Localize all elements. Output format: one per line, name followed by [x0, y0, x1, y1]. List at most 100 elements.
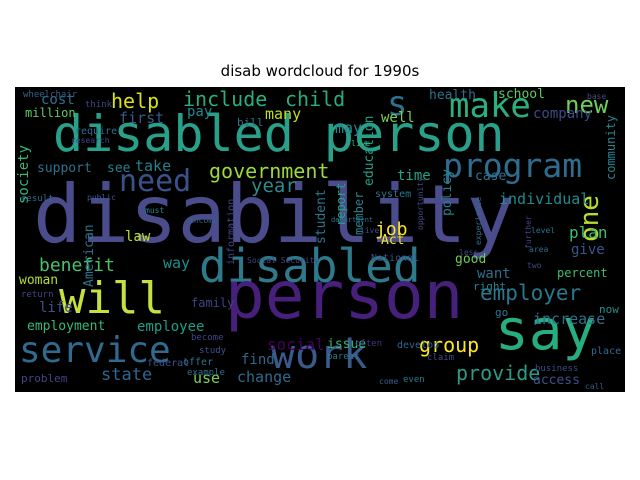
word-many: many — [265, 105, 302, 123]
word-provide: provide — [456, 361, 541, 385]
word-employer: employer — [480, 281, 582, 305]
word-income: income — [189, 216, 218, 225]
figure-title: disab wordcloud for 1990s — [220, 62, 420, 80]
word-say: say — [495, 298, 597, 363]
word-include: include — [183, 87, 268, 111]
word-year: year — [251, 175, 297, 197]
word-must: must — [145, 206, 165, 215]
word-give: give — [571, 242, 605, 258]
word-example: example — [187, 368, 225, 378]
word-life: life — [39, 300, 73, 316]
word-disability: disability — [33, 168, 515, 261]
word-school: school — [498, 87, 545, 102]
word-department: department — [331, 216, 374, 224]
word-often: often — [355, 339, 383, 349]
word-job: job — [375, 219, 408, 240]
word-come: come — [379, 377, 399, 386]
word-see: see — [107, 161, 131, 176]
word-community: community — [604, 114, 618, 180]
word-may: may — [335, 119, 363, 137]
word-case: case — [475, 169, 507, 184]
word-benefit: benefit — [39, 255, 115, 276]
word-base: base — [587, 92, 607, 101]
word-woman: woman — [19, 273, 59, 288]
word-live2: live — [351, 139, 371, 148]
word-group: group — [419, 333, 480, 357]
word-business: business — [535, 364, 579, 374]
word-study: study — [199, 346, 227, 356]
word-live: live — [360, 226, 380, 235]
word-call: call — [585, 382, 605, 391]
word-way: way — [163, 254, 191, 272]
word-service: service — [19, 330, 171, 371]
word-system: system — [375, 189, 412, 200]
word-student: student — [314, 188, 329, 244]
word-use: use — [193, 369, 221, 387]
word-two: two — [527, 261, 542, 270]
word-further: further — [524, 214, 533, 249]
word-plan: plan — [569, 223, 608, 242]
word-develop: develop — [397, 340, 440, 351]
word-need: need — [119, 164, 192, 199]
word-find: find — [241, 352, 275, 368]
word-cost: cost — [41, 92, 75, 108]
word-will: will — [59, 273, 165, 324]
word-think: think — [85, 100, 113, 110]
word-family: family — [191, 296, 235, 310]
word-bill: bill — [237, 116, 264, 129]
word-individual: individual — [499, 190, 590, 208]
word-percent: percent — [557, 266, 608, 280]
word-experience: experience — [474, 196, 483, 245]
word-child: child — [285, 87, 346, 111]
word-wheelchair: wheelchair — [23, 90, 78, 100]
word-result: result — [21, 194, 54, 204]
word-government: government — [209, 159, 330, 183]
word-want: want — [477, 266, 511, 282]
word-change: change — [237, 368, 292, 386]
word-law: law — [125, 229, 151, 245]
word-health: health — [429, 88, 476, 103]
word-disabled-person: disabled person — [53, 105, 505, 163]
word-person: person — [225, 257, 464, 334]
word-help: help — [111, 89, 160, 113]
word-policy: policy — [440, 168, 455, 216]
word-state: state — [101, 365, 153, 385]
word-support: support — [37, 161, 92, 176]
word-program: program — [443, 146, 583, 185]
word-offer: offer — [183, 357, 214, 368]
word-take: take — [135, 157, 172, 175]
word-federal: federal — [147, 358, 190, 369]
word-less: less — [459, 248, 479, 257]
word-employment: employment — [27, 319, 106, 334]
wordcloud-canvas: disability disabled person disabled person w… — [15, 87, 625, 392]
word-s: s — [387, 87, 408, 124]
word-place: place — [591, 346, 622, 357]
word-become: become — [191, 333, 224, 343]
word-company: company — [533, 106, 593, 122]
word-make: make — [449, 87, 531, 126]
word-good: good — [455, 252, 487, 267]
word-employee: employee — [137, 319, 205, 335]
word-level: level — [531, 226, 556, 235]
word-right: right — [473, 280, 507, 293]
word-new: new — [565, 91, 609, 119]
word-access: access — [533, 373, 580, 388]
word-disabled: disabled — [199, 239, 421, 293]
word-time: time — [397, 168, 431, 184]
word-education: education — [362, 115, 377, 187]
word-social: social — [267, 335, 325, 354]
word-national: National — [371, 253, 420, 264]
word-million: million — [25, 106, 76, 120]
word-now: now — [599, 303, 619, 316]
word-first: first — [119, 109, 165, 127]
word-issue: issue — [327, 337, 367, 352]
word-research: research — [71, 136, 110, 145]
word-opportunity: opportunity — [416, 176, 425, 230]
word-claim: claim — [427, 353, 455, 363]
word-well: well — [381, 110, 415, 126]
word-pay: pay — [187, 104, 213, 120]
word-go: go — [495, 306, 509, 319]
word-even: even — [403, 375, 425, 385]
word-increase: increase — [533, 310, 606, 328]
word-information: information — [226, 198, 237, 265]
